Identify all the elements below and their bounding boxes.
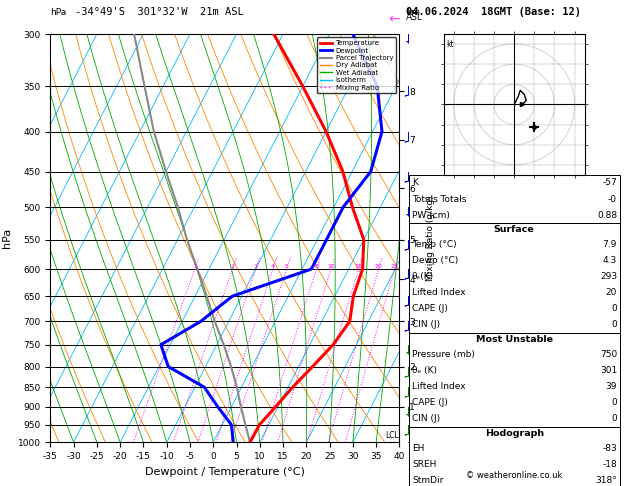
Text: Lifted Index: Lifted Index [412,288,465,297]
Text: Temp (°C): Temp (°C) [412,240,457,249]
Text: Surface: Surface [494,226,535,234]
X-axis label: Dewpoint / Temperature (°C): Dewpoint / Temperature (°C) [145,467,305,477]
Text: 15: 15 [355,264,362,269]
Text: -83: -83 [603,444,617,453]
Text: θₑ(K): θₑ(K) [412,272,434,281]
Text: -34°49'S  301°32'W  21m ASL: -34°49'S 301°32'W 21m ASL [75,7,244,17]
Text: 4.3: 4.3 [603,256,617,265]
Text: θₑ (K): θₑ (K) [412,366,437,375]
Text: hPa: hPa [50,8,67,17]
Text: 25: 25 [391,264,399,269]
Text: 20: 20 [606,288,617,297]
Text: PW (cm): PW (cm) [412,210,450,220]
Text: CIN (J): CIN (J) [412,320,440,330]
Text: SREH: SREH [412,460,437,469]
Text: km: km [406,8,420,17]
Text: 0: 0 [611,398,617,407]
Text: 20: 20 [375,264,382,269]
Y-axis label: hPa: hPa [2,228,12,248]
Text: 04.06.2024  18GMT (Base: 12): 04.06.2024 18GMT (Base: 12) [406,7,581,17]
Text: ASL: ASL [406,13,423,22]
Text: LCL: LCL [386,431,399,440]
Text: 293: 293 [600,272,617,281]
Text: -57: -57 [603,178,617,188]
Text: -0: -0 [608,194,617,204]
Text: Lifted Index: Lifted Index [412,382,465,391]
Text: 39: 39 [606,382,617,391]
Text: CAPE (J): CAPE (J) [412,398,448,407]
Text: 0: 0 [611,414,617,423]
Text: 318°: 318° [595,476,617,485]
Text: 750: 750 [600,350,617,359]
Text: CIN (J): CIN (J) [412,414,440,423]
Text: 2: 2 [230,264,235,269]
Text: Pressure (mb): Pressure (mb) [412,350,475,359]
Text: Most Unstable: Most Unstable [476,335,553,344]
Y-axis label: Mixing Ratio (g/kg): Mixing Ratio (g/kg) [426,195,435,281]
Text: 0.88: 0.88 [597,210,617,220]
Text: 0: 0 [611,320,617,330]
Text: 10: 10 [327,264,335,269]
Text: 3: 3 [254,264,258,269]
Text: Hodograph: Hodograph [485,429,543,438]
Text: Totals Totals: Totals Totals [412,194,466,204]
Text: 4: 4 [271,264,275,269]
Text: 7.9: 7.9 [603,240,617,249]
Text: 1: 1 [193,264,197,269]
Text: 301: 301 [600,366,617,375]
Text: 8: 8 [314,264,318,269]
Text: StmDir: StmDir [412,476,443,485]
Text: -18: -18 [603,460,617,469]
Text: kt: kt [446,40,454,49]
Text: 0: 0 [611,304,617,313]
Text: EH: EH [412,444,425,453]
Text: K: K [412,178,418,188]
Legend: Temperature, Dewpoint, Parcel Trajectory, Dry Adiabat, Wet Adiabat, Isotherm, Mi: Temperature, Dewpoint, Parcel Trajectory… [317,37,396,93]
Text: © weatheronline.co.uk: © weatheronline.co.uk [466,471,562,480]
Text: CAPE (J): CAPE (J) [412,304,448,313]
Text: ←: ← [388,13,399,26]
Text: 5: 5 [285,264,289,269]
Text: Dewp (°C): Dewp (°C) [412,256,459,265]
